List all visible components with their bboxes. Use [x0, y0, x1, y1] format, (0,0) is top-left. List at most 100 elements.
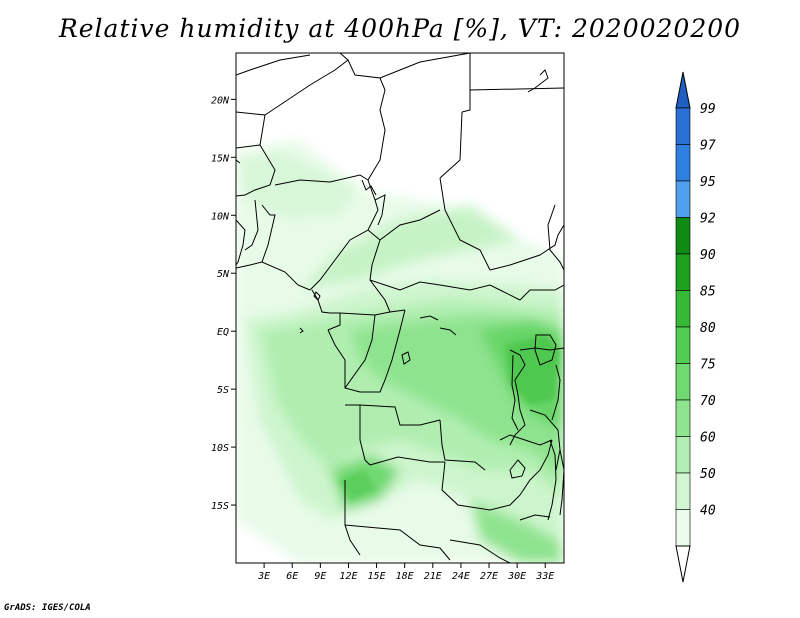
colorbar: 99 97 95 92 90 85 80 75 70 60 50 40 [675, 71, 716, 583]
border-line [361, 179, 377, 196]
border-line [236, 261, 311, 291]
lon-tick-label: 33E [535, 571, 554, 582]
colorbar-label: 97 [700, 139, 716, 154]
colorbar-label: 50 [700, 467, 716, 482]
lat-tick-label: EQ [217, 327, 229, 338]
lon-tick-label: 30E [507, 571, 526, 582]
lat-tick-label: 15N [211, 153, 230, 164]
border-line [519, 514, 551, 521]
colorbar-label: 40 [700, 504, 716, 519]
longitude-axis: 3E 6E 9E 12E 15E 18E 21E 24E 27E 30E 33E [257, 563, 554, 582]
border-line [519, 439, 553, 496]
border-line [344, 524, 451, 561]
lat-tick-label: 5N [217, 269, 230, 280]
rh-60-sahel-band [300, 205, 520, 290]
border-line [369, 279, 521, 301]
colorbar-label: 92 [700, 212, 716, 227]
colorbar-swatch [675, 436, 691, 474]
lon-tick-label: 9E [314, 571, 326, 582]
colorbar-swatch [675, 290, 691, 328]
lon-tick-label: 27E [480, 571, 498, 582]
humidity-field [236, 140, 564, 563]
border-line [509, 459, 526, 479]
lon-tick-label: 3E [257, 571, 270, 582]
colorbar-swatch [675, 253, 691, 291]
border-line [509, 349, 526, 446]
border-line [519, 347, 564, 351]
colorbar-top-arrow [675, 71, 691, 109]
border-line [367, 89, 386, 181]
border-line [299, 327, 304, 334]
border-line [347, 59, 386, 91]
colorbar-swatch [675, 363, 691, 401]
border-line [327, 329, 361, 393]
border-line [547, 204, 564, 271]
colorbar-label: 60 [700, 431, 716, 446]
border-line [499, 434, 553, 446]
colorbar-label: 99 [700, 102, 716, 117]
border-line [309, 179, 379, 291]
lat-tick-label: 10S [211, 443, 229, 454]
colorbar-swatch [675, 217, 691, 255]
border-line [439, 419, 486, 471]
lat-tick-label: 5S [217, 385, 229, 396]
border-line [551, 364, 561, 421]
border-line [313, 291, 321, 301]
lat-tick-label: 20N [211, 95, 230, 106]
grads-credit: GrADS: IGES/COLA [4, 603, 91, 613]
border-line [519, 284, 564, 301]
colorbar-bottom-arrow [675, 545, 691, 583]
border-line [511, 354, 519, 431]
border-line [360, 309, 406, 393]
colorbar-label: 80 [700, 321, 716, 336]
border-line [439, 327, 457, 336]
colorbar-swatch [675, 107, 691, 145]
border-line [374, 194, 386, 226]
border-line [439, 177, 491, 271]
border-line [367, 209, 441, 241]
colorbar-swatch [675, 509, 691, 547]
border-line [461, 53, 471, 113]
border-line [359, 405, 371, 466]
border-line [339, 309, 406, 316]
border-line [345, 404, 441, 426]
border-line [236, 54, 311, 76]
border-line [344, 314, 376, 389]
border-line [527, 69, 549, 93]
colorbar-label: 85 [700, 285, 716, 300]
rh-50-north-patch [236, 150, 360, 220]
border-line [419, 315, 439, 321]
border-line [369, 456, 445, 466]
colorbar-label: 95 [700, 175, 716, 190]
border-line [529, 409, 561, 471]
border-line [559, 449, 564, 516]
border-line [244, 199, 259, 251]
colorbar-swatch [675, 472, 691, 510]
border-line [469, 87, 564, 91]
border-line [261, 204, 276, 263]
colorbar-label: 70 [700, 394, 716, 409]
border-line [401, 351, 411, 365]
colorbar-swatch [675, 326, 691, 364]
colorbar-label: 90 [700, 248, 716, 263]
lon-tick-label: 24E [452, 571, 470, 582]
border-line [236, 111, 266, 149]
lat-tick-label: 15S [211, 501, 229, 512]
lat-tick-label: 10N [211, 211, 230, 222]
border-line [489, 224, 564, 271]
map-frame [235, 52, 565, 564]
lon-tick-label: 18E [396, 571, 414, 582]
lon-tick-label: 12E [339, 571, 357, 582]
latitude-axis: 20N 15N 10N 5N EQ 5S 10S 15S [211, 95, 236, 512]
border-line [274, 174, 369, 186]
colorbar-swatch [675, 144, 691, 182]
border-line [236, 159, 241, 164]
rh-85-core [505, 335, 560, 405]
border-line [534, 334, 557, 366]
lon-tick-label: 15E [368, 571, 386, 582]
rh-70-southeast-patch [470, 500, 564, 563]
border-line [379, 53, 471, 79]
border-line [449, 539, 511, 563]
border-line [547, 439, 557, 521]
